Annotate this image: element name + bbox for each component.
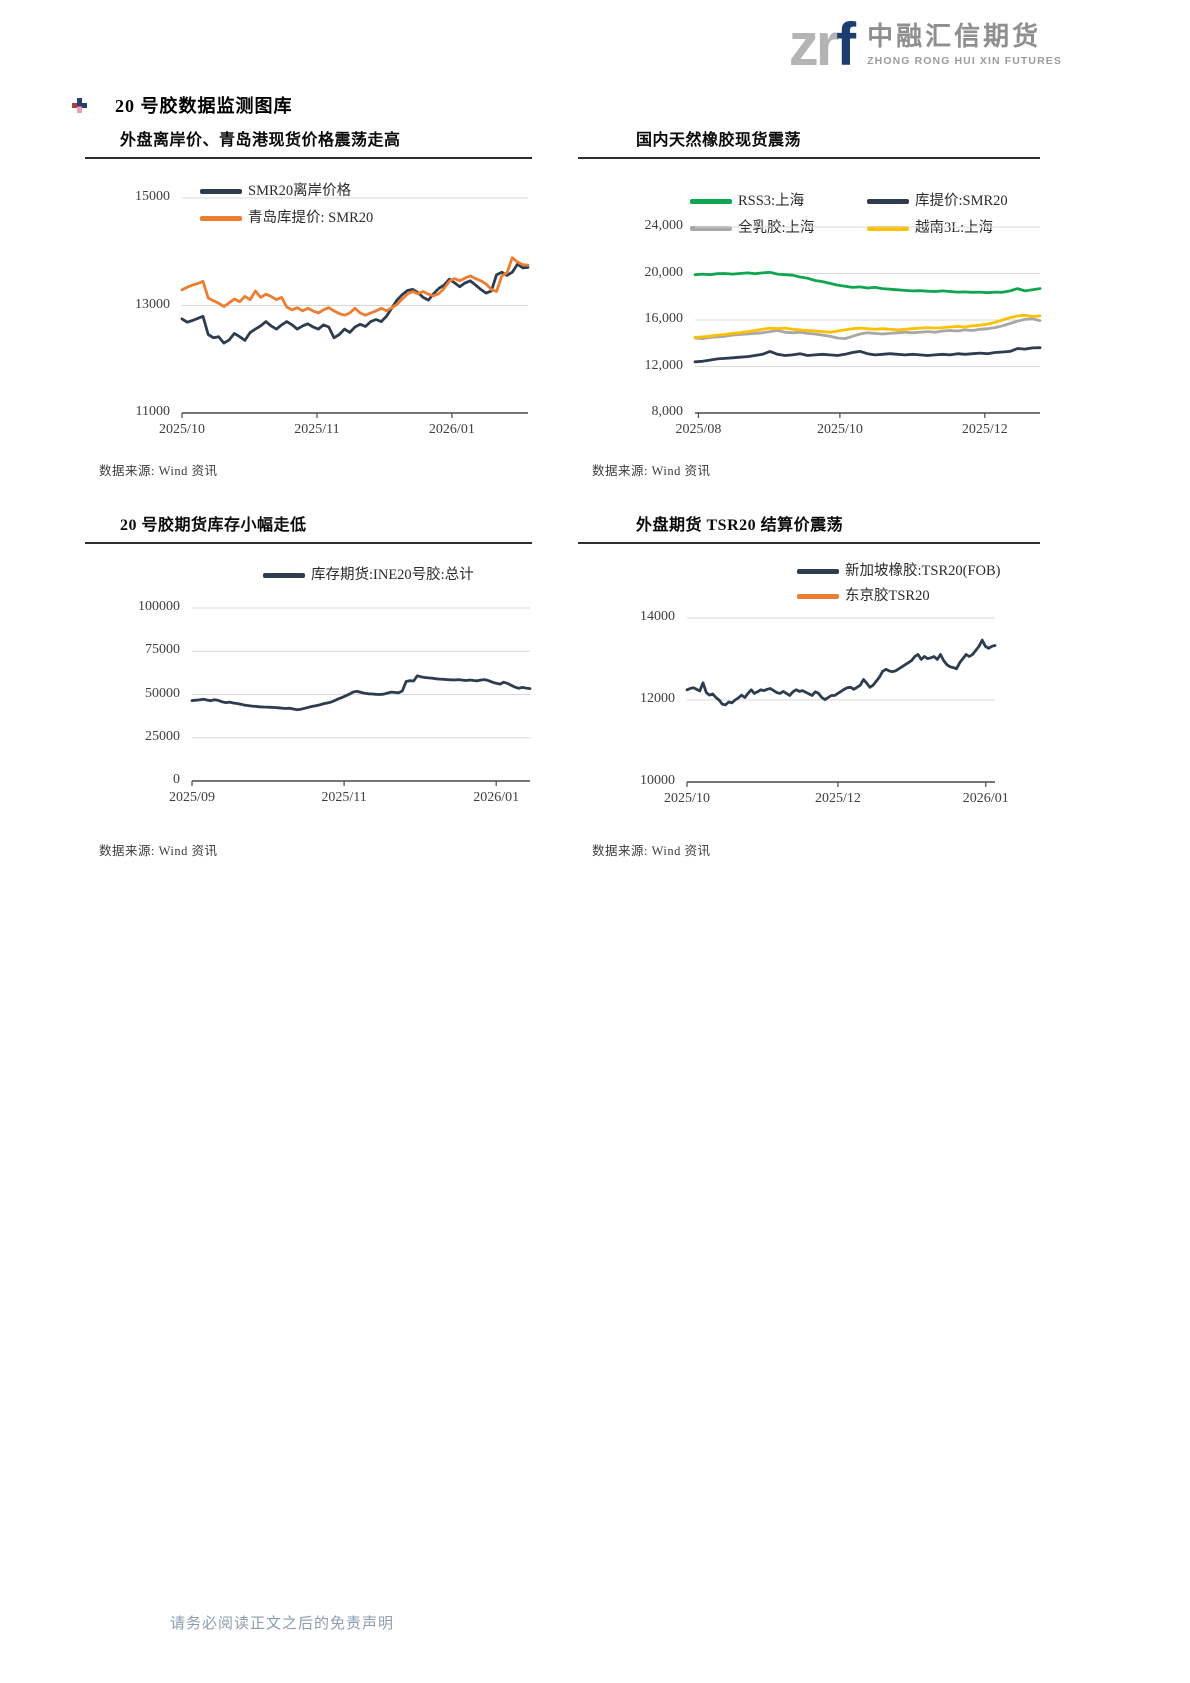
plot-area <box>190 607 532 786</box>
title-underline <box>85 157 532 159</box>
legend-line-swatch <box>200 216 242 221</box>
section-header: 20 号胶数据监测图库 <box>72 92 293 118</box>
y-axis-label: 0 <box>173 772 180 787</box>
legend-label: 青岛库提价: SMR20 <box>248 210 374 226</box>
chart-area: RSS3:上海 库提价:SMR20 全乳胶:上海 越南3L:上海 24,000 2… <box>578 168 1042 460</box>
x-axis-label: 2025/08 <box>675 422 722 437</box>
chart-title: 20 号胶期货库存小幅走低 <box>120 517 307 534</box>
data-source: 数据来源: Wind 资讯 <box>592 844 711 858</box>
y-axis-label: 11000 <box>135 404 170 419</box>
chart-title: 外盘期货 TSR20 结算价震荡 <box>636 517 844 534</box>
chart-title: 国内天然橡胶现货震荡 <box>636 132 802 149</box>
y-axis-label: 10000 <box>640 773 675 788</box>
legend-item: 新加坡橡胶:TSR20(FOB) <box>797 562 1001 581</box>
y-axis-label: 13000 <box>135 296 170 312</box>
chart-title: 外盘离岸价、青岛港现货价格震荡走高 <box>120 132 401 149</box>
y-axis-label: 24,000 <box>644 218 684 233</box>
section-bullet-icon <box>72 97 87 113</box>
data-source: 数据来源: Wind 资讯 <box>99 464 218 478</box>
chart-area: SMR20离岸价格 青岛库提价: SMR20 15000 13000 11000 20… <box>85 168 532 460</box>
title-underline <box>85 542 532 544</box>
chart-panel-offshore-qingdao-price: 外盘离岸价、青岛港现货价格震荡走高 SMR20离岸价格 青岛库提价: SMR20… <box>85 130 532 490</box>
legend-label: 越南3L:上海 <box>915 220 994 236</box>
x-axis-label: 2025/11 <box>294 422 340 437</box>
logo-zrf-mark: zrf <box>789 15 856 75</box>
chart-panel-tsr20-settlement: 外盘期货 TSR20 结算价震荡 新加坡橡胶:TSR20(FOB) 东京胶TSR… <box>578 515 1040 875</box>
chart-legend: 新加坡橡胶:TSR20(FOB) 东京胶TSR20 <box>797 562 1001 606</box>
logo-f-letter: f <box>836 11 856 78</box>
legend-label: 全乳胶:上海 <box>738 220 815 236</box>
y-axis-label: 50000 <box>145 685 180 701</box>
y-axis-label: 16,000 <box>644 311 684 326</box>
title-underline <box>578 542 1040 544</box>
legend-item: 库提价:SMR20 <box>867 192 1008 211</box>
y-axis-label: 25000 <box>145 728 180 744</box>
x-axis-label: 2025/10 <box>664 791 710 806</box>
plot-area <box>693 226 1042 418</box>
y-axis-label: 100000 <box>138 599 180 614</box>
line-chart <box>190 607 532 786</box>
legend-label: SMR20离岸价格 <box>248 183 352 199</box>
chart-panel-domestic-spot: 国内天然橡胶现货震荡 RSS3:上海 库提价:SMR20 全乳胶:上海 <box>578 130 1042 490</box>
legend-label: 东京胶TSR20 <box>845 588 930 604</box>
legend-item: 库存期货:INE20号胶:总计 <box>263 566 474 585</box>
x-axis-label: 2026/01 <box>962 791 1009 806</box>
legend-line-swatch <box>690 199 732 204</box>
chart-legend: RSS3:上海 库提价:SMR20 全乳胶:上海 越南3L:上海 <box>690 192 1008 238</box>
section-title: 20 号胶数据监测图库 <box>115 96 293 116</box>
line-chart <box>180 197 530 418</box>
legend-item: 青岛库提价: SMR20 <box>200 209 373 228</box>
y-axis-label: 75000 <box>145 642 180 658</box>
legend-line-swatch <box>797 594 839 599</box>
legend-label: 库提价:SMR20 <box>915 193 1008 209</box>
chart-legend: SMR20离岸价格 青岛库提价: SMR20 <box>200 182 373 228</box>
legend-label: RSS3:上海 <box>738 193 805 209</box>
legend-item: SMR20离岸价格 <box>200 182 373 201</box>
x-axis-label: 2025/09 <box>169 790 215 805</box>
plot-area <box>685 617 997 787</box>
logo-zr-letters: zr <box>788 11 839 78</box>
legend-line-swatch <box>797 569 839 574</box>
legend-line-swatch <box>690 226 732 231</box>
legend-line-swatch <box>867 199 909 204</box>
x-axis-label: 2025/10 <box>816 422 863 437</box>
chart-panel-futures-inventory: 20 号胶期货库存小幅走低 库存期货:INE20号胶:总计 100000 7500… <box>85 515 532 875</box>
chart-area: 新加坡橡胶:TSR20(FOB) 东京胶TSR20 14000 12000 1000… <box>578 548 1040 835</box>
x-axis-label: 2025/12 <box>961 422 1008 437</box>
x-axis-label: 2025/10 <box>159 422 205 437</box>
legend-line-swatch <box>200 189 242 194</box>
x-axis-label: 2025/11 <box>321 790 367 805</box>
title-underline <box>578 157 1040 159</box>
y-axis-label: 20,000 <box>644 264 684 280</box>
legend-label: 库存期货:INE20号胶:总计 <box>311 567 474 583</box>
legend-item: 越南3L:上海 <box>867 219 1008 238</box>
legend-label: 新加坡橡胶:TSR20(FOB) <box>845 563 1001 579</box>
legend-item: 东京胶TSR20 <box>797 587 1001 606</box>
logo-company-name-cn: 中融汇信期货 <box>867 21 1042 52</box>
chart-legend: 库存期货:INE20号胶:总计 <box>263 566 474 585</box>
x-axis-label: 2026/01 <box>428 422 475 437</box>
y-axis-label: 8,000 <box>651 404 684 419</box>
y-axis-label: 12,000 <box>644 357 684 373</box>
x-axis-label: 2025/12 <box>814 791 861 806</box>
legend-item: RSS3:上海 <box>690 192 867 211</box>
y-axis-label: 12000 <box>640 691 675 706</box>
legend-item: 全乳胶:上海 <box>690 219 867 238</box>
disclaimer-footer: 请务必阅读正文之后的免责声明 <box>170 1616 395 1632</box>
line-chart <box>685 617 997 787</box>
y-axis-label: 15000 <box>135 189 170 204</box>
legend-line-swatch <box>263 573 305 578</box>
x-axis-label: 2026/01 <box>473 790 520 805</box>
y-axis-label: 14000 <box>640 609 675 624</box>
legend-line-swatch <box>867 226 909 231</box>
logo-wordmark: 中融汇信期货 ZHONG RONG HUI XIN FUTURES <box>867 22 1062 69</box>
data-source: 数据来源: Wind 资讯 <box>99 844 218 858</box>
line-chart <box>693 226 1042 418</box>
company-logo: zrf 中融汇信期货 ZHONG RONG HUI XIN FUTURES <box>789 15 1062 75</box>
data-source: 数据来源: Wind 资讯 <box>592 464 711 478</box>
logo-company-name-en: ZHONG RONG HUI XIN FUTURES <box>867 54 1062 67</box>
chart-area: 库存期货:INE20号胶:总计 100000 75000 50000 25000 0 20… <box>85 548 532 835</box>
plot-area <box>180 197 530 418</box>
